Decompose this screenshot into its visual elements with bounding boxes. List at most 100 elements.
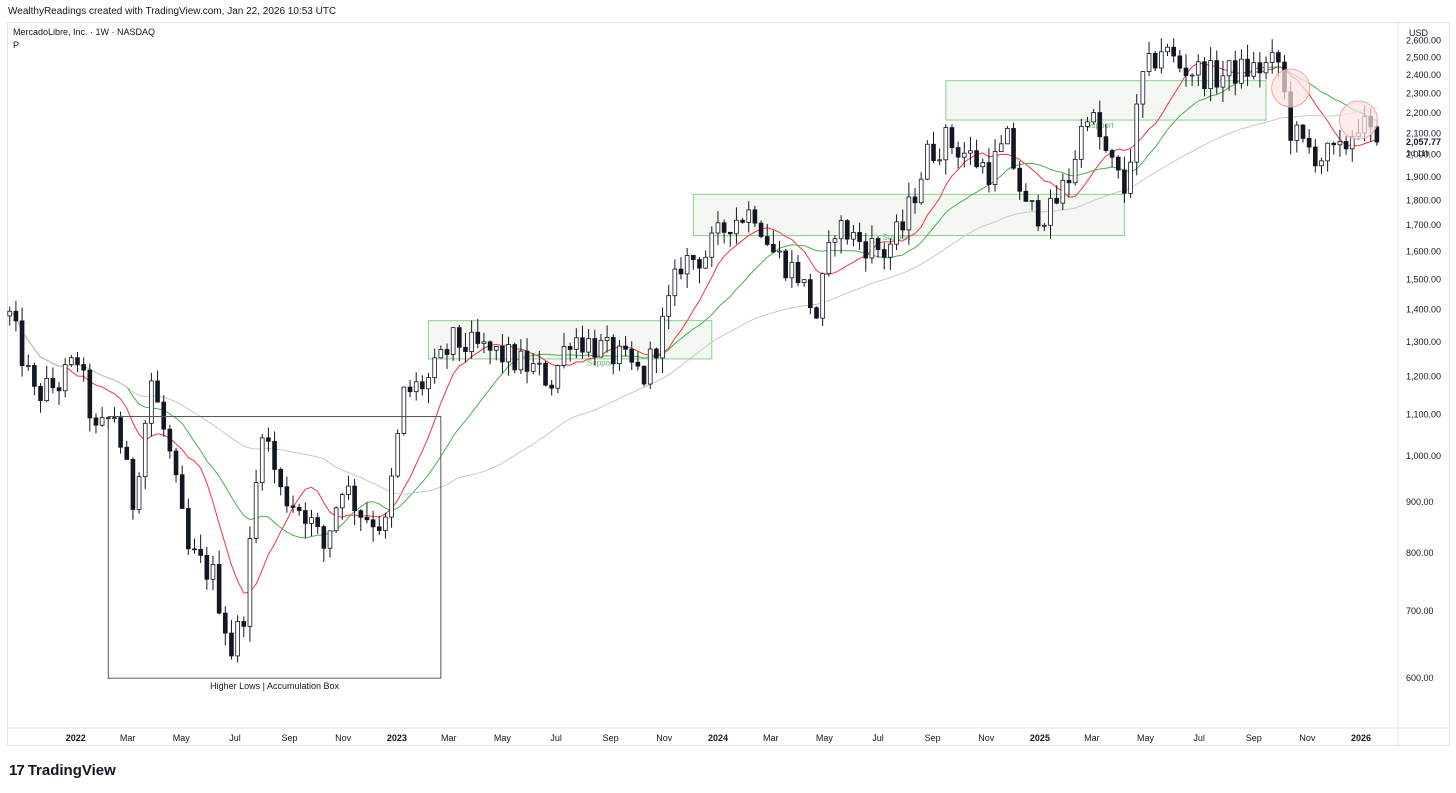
candle-body xyxy=(69,357,74,365)
candle-body xyxy=(1011,128,1016,169)
candle-body xyxy=(7,310,13,317)
candle-body xyxy=(1232,60,1238,84)
legend-letter: P xyxy=(13,40,20,50)
candle-body xyxy=(1091,112,1096,123)
candle-body xyxy=(1109,150,1115,158)
candle-body xyxy=(136,476,142,510)
candle-body xyxy=(50,378,56,389)
candle-body xyxy=(543,362,548,386)
y-tick-label: 2,100.00 xyxy=(1406,128,1441,138)
candle-body xyxy=(1066,179,1072,184)
accumulation-box-label: Higher Lows | Accumulation Box xyxy=(210,681,339,691)
candle-body xyxy=(992,151,998,185)
candle-body xyxy=(851,232,856,240)
candle-body xyxy=(309,517,314,524)
support-zone-label: Support xyxy=(587,358,616,367)
candlesticks xyxy=(7,38,1380,663)
moving-average-line xyxy=(9,62,1378,594)
symbol-legend[interactable]: MercadoLibre, Inc. · 1W · NASDAQ xyxy=(13,27,156,37)
candle-body xyxy=(801,279,807,284)
candle-body xyxy=(869,238,875,259)
candle-body xyxy=(179,474,185,509)
candle-body xyxy=(512,344,518,371)
annotations: Higher Lows | Accumulation Box xyxy=(107,68,1378,691)
candle-body xyxy=(789,261,795,279)
candle-body xyxy=(918,178,924,204)
candle-body xyxy=(259,437,265,484)
moving-average-line xyxy=(9,106,1377,495)
candle-body xyxy=(1294,124,1300,141)
candle-body xyxy=(155,380,160,403)
tradingview-logo[interactable]: 17 TradingView xyxy=(9,762,116,779)
y-tick-label: 2,200.00 xyxy=(1406,108,1441,118)
candle-body xyxy=(1312,146,1318,167)
candle-body xyxy=(346,485,351,495)
candle-body xyxy=(691,255,696,260)
candle-body xyxy=(1122,169,1127,194)
candle-body xyxy=(937,159,942,162)
candle-body xyxy=(321,526,327,549)
highlight-circle xyxy=(1338,100,1378,140)
currency-label: USD xyxy=(1409,28,1429,38)
candle-body xyxy=(777,250,782,253)
candle-body xyxy=(678,268,684,275)
time-axis: 2022 Mar May Jul Sep Nov 2023 Mar May Jul Sep Nov 20… xyxy=(7,727,1450,743)
y-tick-label: 1,200.00 xyxy=(1406,372,1441,382)
candle-body xyxy=(832,238,838,243)
candle-body xyxy=(814,307,819,319)
candle-body xyxy=(1337,141,1343,146)
candle-body xyxy=(998,143,1004,152)
y-tick-label: 1,500.00 xyxy=(1406,275,1441,285)
candle-body xyxy=(1005,128,1010,145)
y-tick-label: 1,800.00 xyxy=(1406,195,1441,205)
candle-body xyxy=(1097,112,1103,138)
candle-body xyxy=(444,349,450,355)
candle-body xyxy=(112,417,117,420)
candle-body xyxy=(401,386,407,434)
candle-body xyxy=(1269,52,1275,63)
candle-body xyxy=(481,341,487,344)
candle-body xyxy=(32,365,37,387)
candle-body xyxy=(549,384,554,389)
candle-body xyxy=(506,344,511,363)
candle-body xyxy=(327,530,333,549)
candle-body xyxy=(1306,137,1312,148)
candle-body xyxy=(25,365,31,367)
candle-body xyxy=(216,564,222,614)
candle-body xyxy=(487,341,493,351)
candle-body xyxy=(463,346,468,352)
candle-body xyxy=(173,450,179,476)
candle-body xyxy=(968,150,973,154)
x-tick-label: Mar xyxy=(120,733,136,743)
candle-body xyxy=(703,256,708,269)
candle-body xyxy=(389,475,394,518)
candle-body xyxy=(1202,61,1207,90)
candle-body xyxy=(284,486,290,507)
candle-body xyxy=(1042,224,1047,227)
candle-body xyxy=(1226,60,1232,77)
candle-body xyxy=(1085,121,1090,127)
candle-body xyxy=(721,222,727,233)
candle-body xyxy=(315,517,320,527)
candle-body xyxy=(161,401,167,430)
candle-body xyxy=(142,422,148,478)
candle-body xyxy=(469,331,474,352)
candle-body xyxy=(204,554,210,580)
candle-body xyxy=(524,350,530,372)
chart-frame xyxy=(7,22,1450,746)
candle-body xyxy=(1177,55,1183,69)
candle-body xyxy=(1023,190,1029,202)
candle-body xyxy=(537,362,542,365)
candle-body xyxy=(438,349,444,359)
x-tick-label: Nov xyxy=(335,733,352,743)
candle-body xyxy=(426,377,431,390)
candle-body xyxy=(229,632,234,657)
y-tick-label: 1,600.00 xyxy=(1406,247,1441,257)
x-tick-label: Nov xyxy=(978,733,995,743)
x-tick-label: 2025 xyxy=(1030,733,1050,743)
x-tick-label: Nov xyxy=(1299,733,1316,743)
candle-body xyxy=(1159,51,1164,69)
candle-body xyxy=(370,519,376,528)
candle-body xyxy=(124,446,130,460)
